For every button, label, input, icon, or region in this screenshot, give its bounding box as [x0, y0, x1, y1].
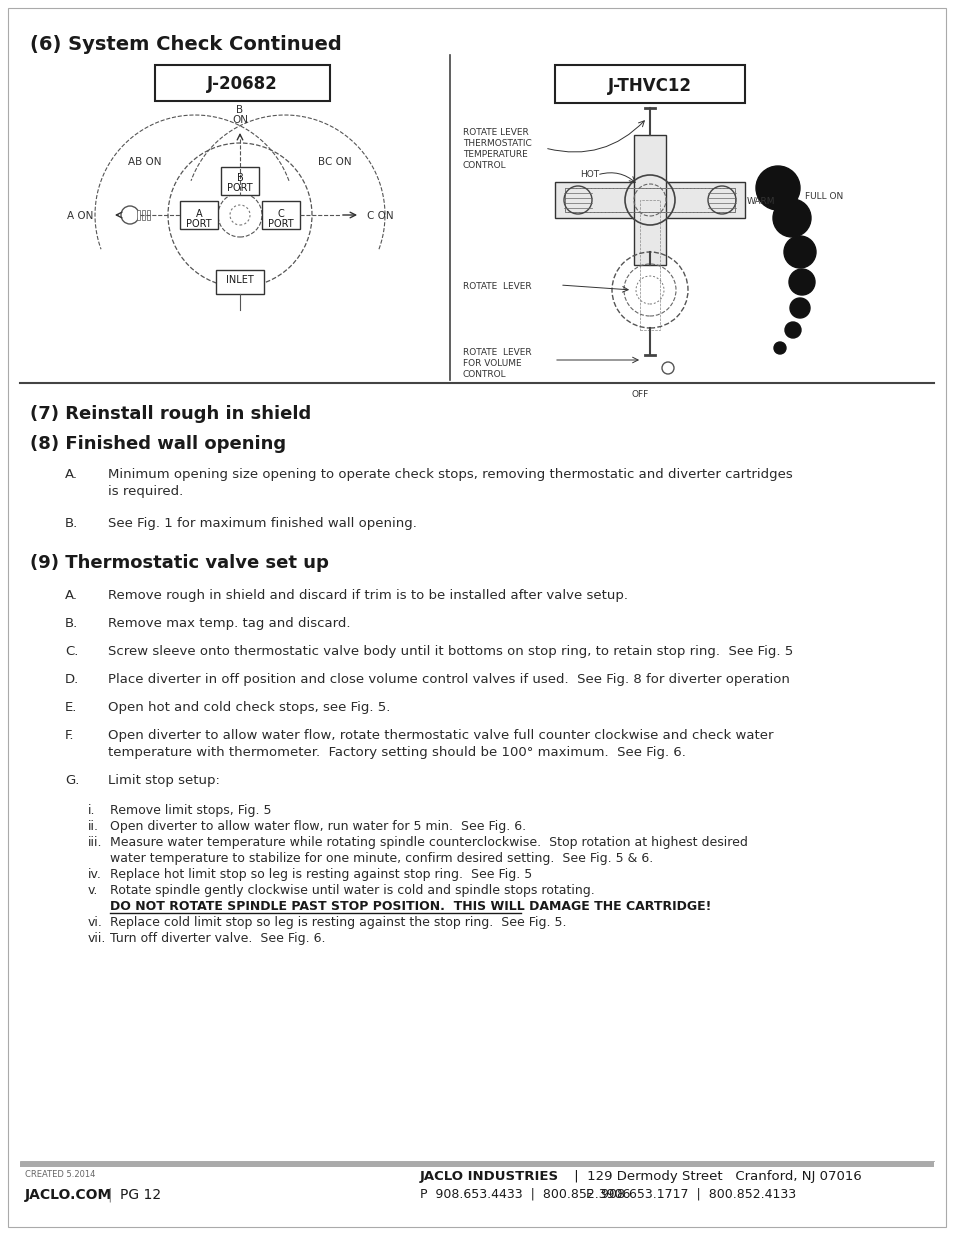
Text: DO NOT ROTATE SPINDLE PAST STOP POSITION.  THIS WILL DAMAGE THE CARTRIDGE!: DO NOT ROTATE SPINDLE PAST STOP POSITION…: [110, 900, 711, 913]
Text: E.: E.: [65, 701, 77, 714]
Bar: [639, 200, 659, 330]
Text: PORT: PORT: [186, 219, 212, 228]
Text: B.: B.: [65, 618, 78, 630]
Text: B: B: [236, 105, 243, 115]
Text: vii.: vii.: [88, 932, 107, 945]
Text: PORT: PORT: [268, 219, 294, 228]
Circle shape: [755, 165, 800, 210]
Text: A.: A.: [65, 468, 78, 480]
Text: BC ON: BC ON: [318, 157, 352, 167]
Text: See Fig. 1 for maximum finished wall opening.: See Fig. 1 for maximum finished wall ope…: [108, 517, 416, 530]
Text: JACLO INDUSTRIES: JACLO INDUSTRIES: [419, 1170, 558, 1183]
Circle shape: [789, 298, 809, 317]
Text: CONTROL: CONTROL: [462, 370, 506, 379]
Text: ROTATE  LEVER: ROTATE LEVER: [462, 348, 531, 357]
Text: is required.: is required.: [108, 485, 183, 498]
Text: D.: D.: [65, 673, 79, 685]
Text: P  908.653.4433  |  800.852.3906: P 908.653.4433 | 800.852.3906: [419, 1188, 630, 1200]
Circle shape: [784, 322, 801, 338]
Text: Limit stop setup:: Limit stop setup:: [108, 774, 219, 787]
Bar: [262, 201, 299, 228]
Text: Remove max temp. tag and discard.: Remove max temp. tag and discard.: [108, 618, 350, 630]
Text: A: A: [195, 209, 202, 219]
Bar: [20, 1162, 933, 1167]
Text: (9) Thermostatic valve set up: (9) Thermostatic valve set up: [30, 555, 329, 572]
Bar: [215, 270, 264, 294]
Text: water temperature to stabilize for one minute, confirm desired setting.  See Fig: water temperature to stabilize for one m…: [110, 852, 653, 864]
Text: AB ON: AB ON: [128, 157, 162, 167]
Bar: [147, 210, 150, 220]
Text: Measure water temperature while rotating spindle counterclockwise.  Stop rotatio: Measure water temperature while rotating…: [110, 836, 747, 848]
Text: Open hot and cold check stops, see Fig. 5.: Open hot and cold check stops, see Fig. …: [108, 701, 390, 714]
Text: Replace hot limit stop so leg is resting against stop ring.  See Fig. 5: Replace hot limit stop so leg is resting…: [110, 868, 532, 881]
Text: J-20682: J-20682: [207, 75, 277, 93]
Text: F  908.653.1717  |  800.852.4133: F 908.653.1717 | 800.852.4133: [569, 1188, 796, 1200]
Text: ROTATE  LEVER: ROTATE LEVER: [462, 282, 531, 291]
Text: (8) Finished wall opening: (8) Finished wall opening: [30, 435, 286, 453]
Bar: [564, 188, 734, 212]
Text: INLET: INLET: [226, 275, 253, 285]
Bar: [221, 167, 258, 195]
Text: B.: B.: [65, 517, 78, 530]
Text: i.: i.: [88, 804, 95, 818]
FancyBboxPatch shape: [8, 7, 945, 1228]
Circle shape: [772, 199, 810, 237]
Text: TEMPERATURE: TEMPERATURE: [462, 149, 527, 159]
Bar: [142, 210, 145, 220]
Text: FOR VOLUME: FOR VOLUME: [462, 359, 521, 368]
Bar: [564, 188, 734, 212]
Text: vi.: vi.: [88, 916, 103, 929]
Text: ii.: ii.: [88, 820, 99, 832]
Text: (7) Reinstall rough in shield: (7) Reinstall rough in shield: [30, 405, 311, 424]
Text: Remove limit stops, Fig. 5: Remove limit stops, Fig. 5: [110, 804, 272, 818]
Text: ROTATE LEVER: ROTATE LEVER: [462, 128, 528, 137]
Bar: [634, 135, 665, 266]
Text: C: C: [277, 209, 284, 219]
Text: THERMOSTATIC: THERMOSTATIC: [462, 140, 531, 148]
Text: v.: v.: [88, 884, 98, 897]
Bar: [180, 201, 218, 228]
Text: Place diverter in off position and close volume control valves if used.  See Fig: Place diverter in off position and close…: [108, 673, 789, 685]
Text: HOT: HOT: [579, 170, 598, 179]
Text: Rotate spindle gently clockwise until water is cold and spindle stops rotating.: Rotate spindle gently clockwise until wa…: [110, 884, 594, 897]
Text: F.: F.: [65, 729, 74, 742]
Text: Remove rough in shield and discard if trim is to be installed after valve setup.: Remove rough in shield and discard if tr…: [108, 589, 627, 601]
Text: A ON: A ON: [67, 211, 93, 221]
Text: |: |: [107, 1188, 112, 1203]
Text: Open diverter to allow water flow, run water for 5 min.  See Fig. 6.: Open diverter to allow water flow, run w…: [110, 820, 525, 832]
Text: OFF: OFF: [631, 390, 648, 399]
Text: ON: ON: [232, 115, 248, 125]
Text: |  129 Dermody Street   Cranford, NJ 07016: | 129 Dermody Street Cranford, NJ 07016: [569, 1170, 861, 1183]
Text: Screw sleeve onto thermostatic valve body until it bottoms on stop ring, to reta: Screw sleeve onto thermostatic valve bod…: [108, 645, 792, 658]
Text: JACLO.COM: JACLO.COM: [25, 1188, 112, 1202]
Text: A.: A.: [65, 589, 78, 601]
Text: Replace cold limit stop so leg is resting against the stop ring.  See Fig. 5.: Replace cold limit stop so leg is restin…: [110, 916, 566, 929]
FancyBboxPatch shape: [555, 65, 744, 103]
Text: G.: G.: [65, 774, 79, 787]
Text: C.: C.: [65, 645, 78, 658]
FancyBboxPatch shape: [154, 65, 330, 101]
Circle shape: [788, 269, 814, 295]
Circle shape: [783, 236, 815, 268]
Text: temperature with thermometer.  Factory setting should be 100° maximum.  See Fig.: temperature with thermometer. Factory se…: [108, 746, 685, 760]
Text: C ON: C ON: [366, 211, 393, 221]
Text: Turn off diverter valve.  See Fig. 6.: Turn off diverter valve. See Fig. 6.: [110, 932, 325, 945]
Bar: [137, 210, 140, 220]
Text: FULL ON: FULL ON: [804, 191, 842, 201]
Text: (6) System Check Continued: (6) System Check Continued: [30, 35, 341, 54]
Text: J-THVC12: J-THVC12: [607, 77, 691, 95]
Text: Open diverter to allow water flow, rotate thermostatic valve full counter clockw: Open diverter to allow water flow, rotat…: [108, 729, 773, 742]
Text: iii.: iii.: [88, 836, 102, 848]
Circle shape: [773, 342, 785, 354]
Text: B: B: [236, 173, 243, 183]
Text: PORT: PORT: [227, 183, 253, 193]
Text: CREATED 5.2014: CREATED 5.2014: [25, 1170, 95, 1179]
Text: PG 12: PG 12: [120, 1188, 161, 1202]
Bar: [555, 182, 744, 219]
Text: iv.: iv.: [88, 868, 102, 881]
Text: Minimum opening size opening to operate check stops, removing thermostatic and d: Minimum opening size opening to operate …: [108, 468, 792, 480]
Text: WARM: WARM: [746, 198, 775, 206]
Text: CONTROL: CONTROL: [462, 161, 506, 170]
